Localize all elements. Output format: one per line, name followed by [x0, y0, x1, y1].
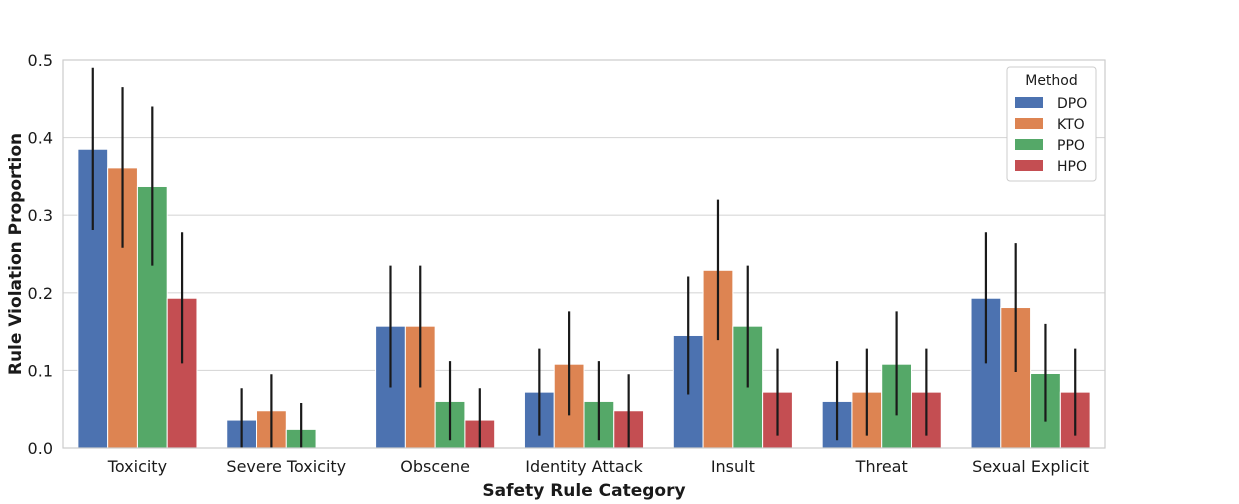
error-bars [91, 67, 1077, 448]
y-tick-label: 0.3 [28, 206, 53, 225]
x-tick-label: Insult [711, 457, 755, 476]
y-tick-labels: 0.0 0.1 0.2 0.3 0.4 0.5 [28, 51, 53, 458]
y-tick-label: 0.2 [28, 284, 53, 303]
legend-swatch-ppo [1015, 139, 1043, 150]
x-tick-label: Identity Attack [525, 457, 643, 476]
y-tick-label: 0.5 [28, 51, 53, 70]
legend-swatch-hpo [1015, 160, 1043, 171]
x-tick-label: Severe Toxicity [226, 457, 346, 476]
y-tick-label: 0.1 [28, 361, 53, 380]
legend-label-ppo: PPO [1057, 138, 1085, 154]
y-axis-title: Rule Violation Proportion [6, 133, 26, 375]
plot-frame [62, 59, 1106, 449]
legend-label-dpo: DPO [1057, 96, 1087, 112]
legend-items: DPO KTO PPO HPO [1015, 96, 1087, 175]
x-tick-labels: Toxicity Severe Toxicity Obscene Identity A… [107, 457, 1089, 476]
y-tick-label: 0.0 [28, 439, 53, 458]
bars [77, 148, 1091, 449]
x-tick-label: Sexual Explicit [972, 457, 1089, 476]
legend-swatch-kto [1015, 118, 1043, 129]
legend-swatch-dpo [1015, 97, 1043, 108]
legend: Method DPO KTO PPO HPO [1006, 66, 1097, 182]
legend-title: Method [1025, 73, 1078, 89]
x-axis-title: Safety Rule Category [482, 481, 685, 501]
legend-label-hpo: HPO [1057, 159, 1087, 175]
legend-box [1006, 66, 1097, 182]
x-tick-label: Toxicity [107, 457, 167, 476]
y-tick-label: 0.4 [28, 129, 53, 148]
legend-label-kto: KTO [1057, 117, 1085, 133]
x-tick-label: Obscene [400, 457, 470, 476]
x-tick-label: Threat [855, 457, 908, 476]
